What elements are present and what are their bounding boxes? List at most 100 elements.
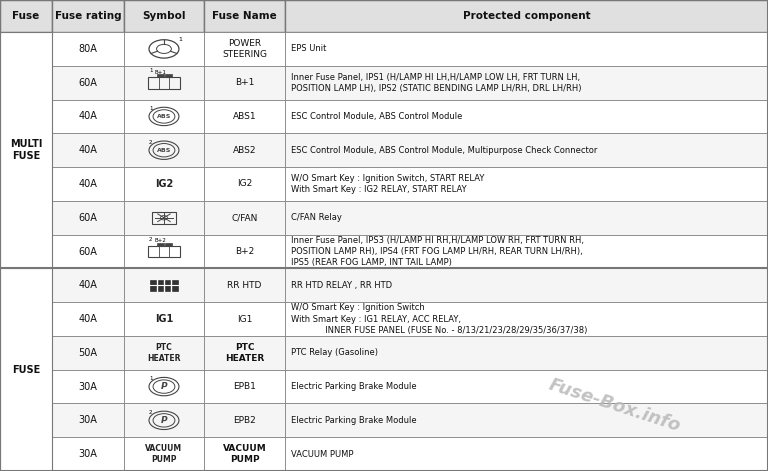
Bar: [148, 245, 180, 258]
Text: 50A: 50A: [78, 348, 98, 358]
Text: VACUUM
PUMP: VACUUM PUMP: [223, 445, 266, 464]
Text: 40A: 40A: [78, 145, 98, 155]
Text: 60A: 60A: [78, 213, 98, 223]
Bar: [285, 268, 768, 302]
Bar: [204, 235, 285, 268]
Bar: [204, 167, 285, 201]
Text: ESC Control Module, ABS Control Module: ESC Control Module, ABS Control Module: [291, 112, 462, 121]
Text: IG1: IG1: [237, 315, 253, 324]
Bar: [204, 268, 285, 302]
Bar: [148, 77, 180, 89]
Text: PTC Relay (Gasoline): PTC Relay (Gasoline): [291, 349, 378, 357]
Text: 80A: 80A: [78, 44, 98, 54]
Text: 30A: 30A: [78, 382, 98, 391]
Text: 60A: 60A: [78, 78, 98, 88]
Text: W/O Smart Key : Ignition Switch
With Smart Key : IG1 RELAY, ACC RELAY,
         : W/O Smart Key : Ignition Switch With Sma…: [291, 303, 588, 335]
Bar: [52, 268, 124, 302]
Bar: [285, 32, 768, 66]
Bar: [124, 66, 204, 99]
Text: B+2: B+2: [154, 238, 166, 244]
Bar: [204, 437, 285, 471]
Text: 1: 1: [149, 106, 153, 111]
Text: FUSE: FUSE: [12, 365, 40, 375]
Bar: [124, 268, 204, 302]
Bar: [285, 336, 768, 370]
Bar: [52, 336, 124, 370]
Text: Fuse-Box.info: Fuse-Box.info: [546, 375, 683, 435]
Text: ABS: ABS: [157, 148, 171, 153]
Bar: [285, 437, 768, 471]
Text: 30A: 30A: [78, 415, 98, 425]
Bar: [52, 99, 124, 133]
Bar: [151, 212, 177, 224]
Bar: [52, 66, 124, 99]
Text: POWER
STEERING: POWER STEERING: [222, 39, 267, 58]
Bar: [204, 66, 285, 99]
Bar: [204, 302, 285, 336]
Bar: [285, 99, 768, 133]
Bar: [157, 243, 164, 245]
Text: 2: 2: [149, 410, 153, 415]
Bar: [0, 32, 52, 268]
Bar: [204, 370, 285, 404]
Text: ABS1: ABS1: [233, 112, 257, 121]
Text: RR HTD: RR HTD: [227, 281, 262, 290]
Bar: [124, 32, 204, 66]
Bar: [204, 133, 285, 167]
Bar: [124, 99, 204, 133]
Text: 1: 1: [149, 376, 153, 381]
Bar: [204, 336, 285, 370]
Text: 30A: 30A: [78, 449, 98, 459]
Bar: [204, 99, 285, 133]
Text: Electric Parking Brake Module: Electric Parking Brake Module: [291, 416, 417, 425]
Text: EPB2: EPB2: [233, 416, 256, 425]
Bar: [52, 201, 124, 235]
Bar: [124, 404, 204, 437]
Bar: [124, 336, 204, 370]
Bar: [0, 0, 52, 32]
Bar: [52, 437, 124, 471]
Text: Fuse Name: Fuse Name: [212, 11, 277, 21]
Bar: [52, 32, 124, 66]
Text: IG2: IG2: [237, 179, 252, 188]
Text: VACUUM PUMP: VACUUM PUMP: [291, 450, 353, 459]
Text: ABS2: ABS2: [233, 146, 257, 154]
Text: PTC
HEATER: PTC HEATER: [225, 343, 264, 363]
Text: 40A: 40A: [78, 314, 98, 324]
Text: P: P: [161, 416, 167, 425]
Bar: [285, 0, 768, 32]
Bar: [52, 133, 124, 167]
Text: B+1: B+1: [235, 78, 254, 87]
Text: C/FAN Relay: C/FAN Relay: [291, 213, 342, 222]
Text: P: P: [161, 382, 167, 391]
Bar: [52, 404, 124, 437]
Text: Symbol: Symbol: [142, 11, 186, 21]
Text: EPB1: EPB1: [233, 382, 256, 391]
Text: IG2: IG2: [155, 179, 173, 189]
Text: ESC Control Module, ABS Control Module, Multipurpose Check Connector: ESC Control Module, ABS Control Module, …: [291, 146, 598, 154]
Text: 40A: 40A: [78, 280, 98, 290]
Bar: [52, 302, 124, 336]
Text: EPS Unit: EPS Unit: [291, 44, 326, 53]
Text: 2: 2: [149, 139, 153, 145]
Text: C/FAN: C/FAN: [231, 213, 258, 222]
Bar: [204, 32, 285, 66]
Bar: [285, 302, 768, 336]
Text: ABS: ABS: [157, 114, 171, 119]
Text: Inner Fuse Panel, IPS3 (H/LAMP HI RH,H/LAMP LOW RH, FRT TURN RH,
POSITION LAMP R: Inner Fuse Panel, IPS3 (H/LAMP HI RH,H/L…: [291, 236, 584, 267]
Bar: [124, 370, 204, 404]
Bar: [204, 0, 285, 32]
Bar: [285, 370, 768, 404]
Bar: [204, 201, 285, 235]
Bar: [285, 201, 768, 235]
Bar: [285, 167, 768, 201]
Bar: [164, 243, 171, 245]
Bar: [52, 167, 124, 201]
Text: 1: 1: [178, 37, 182, 42]
Text: Fuse: Fuse: [12, 11, 40, 21]
Bar: [52, 0, 124, 32]
Bar: [124, 235, 204, 268]
Text: IG1: IG1: [155, 314, 173, 324]
Bar: [164, 74, 171, 77]
Text: 40A: 40A: [78, 179, 98, 189]
